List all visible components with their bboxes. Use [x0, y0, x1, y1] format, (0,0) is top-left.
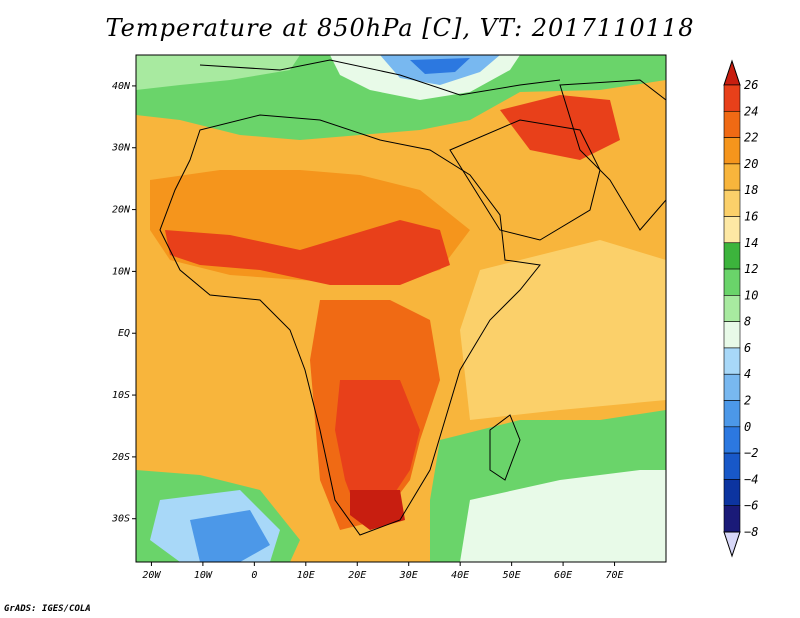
sahel-hot-area [165, 220, 450, 285]
indian-ocean-mild-area [460, 240, 666, 420]
longitude-axis: 20W 10W 0 10E 20E 30E 40E 50E 60E 70E [142, 562, 624, 581]
colorbar-box [723, 426, 741, 454]
temperature-field [136, 55, 666, 562]
southern-africa-hot-area [335, 380, 420, 520]
lon-tick-label: 30E [399, 570, 418, 581]
south-indian-cold-area [460, 470, 666, 562]
lat-tick-label: 20N [112, 205, 131, 216]
coastline-layer [159, 59, 666, 536]
europe-colder-patch [410, 58, 470, 74]
lat-tick-label: 40N [112, 81, 131, 92]
lon-tick-label: 20W [142, 570, 161, 581]
colorbar-box [723, 400, 741, 428]
colorbar-below-arrow [723, 531, 741, 558]
colorbar-box [723, 505, 741, 533]
colorbar-box [723, 137, 741, 165]
colorbar-box [723, 84, 741, 112]
north-cool-band [136, 55, 666, 140]
lon-tick-label: 50E [503, 570, 521, 581]
colorbar-box [723, 110, 741, 138]
grads-credit: GrADS: IGES/COLA [4, 604, 91, 614]
south-atlantic-colder-area [190, 510, 270, 562]
colorbar-box [723, 321, 741, 349]
colorbar-box [723, 163, 741, 191]
atlantic-cool-patch [136, 55, 300, 90]
colorbar-label: 10 [744, 288, 758, 302]
lat-tick-label: 10N [112, 266, 131, 277]
colorbar-label: −2 [744, 446, 758, 460]
colorbar-label: 2 [744, 394, 751, 408]
colorbar-label: 18 [744, 183, 758, 197]
colorbar-box [723, 373, 741, 401]
asia-coastline [559, 79, 666, 231]
lon-tick-label: 70E [606, 570, 624, 581]
lon-tick-label: 40E [451, 570, 469, 581]
colorbar-label: −4 [744, 472, 758, 486]
colorbar-label: −6 [744, 499, 758, 513]
lat-tick-label: 20S [112, 452, 130, 463]
map-frame [135, 54, 667, 563]
colorbar-box [723, 242, 741, 270]
madagascar-coastline [489, 414, 521, 481]
colorbar-box [723, 452, 741, 480]
map-title: Temperature at 850hPa [C], VT: 201711011… [105, 14, 695, 42]
colorbar-label: 16 [744, 209, 758, 223]
colorbar-label: 6 [744, 341, 751, 355]
lon-tick-label: 10W [194, 570, 213, 581]
colorbar-box [723, 189, 741, 217]
lon-tick-label: 0 [251, 570, 257, 581]
lat-tick-label: EQ [118, 328, 130, 339]
colorbar-label: −8 [744, 525, 758, 539]
colorbar-box [723, 347, 741, 375]
colorbar-label: 4 [744, 367, 751, 381]
africa-coastline [159, 114, 541, 536]
colorbar-box [723, 268, 741, 296]
colorbar-label: 8 [744, 315, 751, 329]
colorbar-label: 20 [744, 157, 758, 171]
south-africa-hottest-area [350, 490, 405, 530]
colorbar-label: 24 [744, 104, 758, 118]
colorbar-label: 22 [744, 131, 758, 145]
colorbar-label: 26 [744, 78, 758, 92]
europe-coastline [199, 59, 561, 96]
arabia-coastline [449, 119, 601, 241]
colorbar-label: 0 [744, 420, 751, 434]
colorbar-above-arrow [723, 59, 741, 86]
arabia-iran-hot-area [500, 95, 620, 160]
lon-tick-label: 10E [297, 570, 315, 581]
colorbar-box [723, 479, 741, 507]
lat-tick-label: 30N [111, 143, 131, 154]
colorbar-label: 14 [744, 236, 758, 250]
colorbar-label: 12 [744, 262, 758, 276]
lat-tick-label: 10S [112, 390, 130, 401]
lon-tick-label: 20E [348, 570, 366, 581]
lat-tick-label: 30S [111, 514, 130, 525]
lon-tick-label: 60E [554, 570, 572, 581]
colorbar-box [723, 216, 741, 244]
colorbar-box [723, 295, 741, 322]
latitude-axis: 40N 30N 20N 10N EQ 10S 20S 30S [111, 81, 136, 525]
